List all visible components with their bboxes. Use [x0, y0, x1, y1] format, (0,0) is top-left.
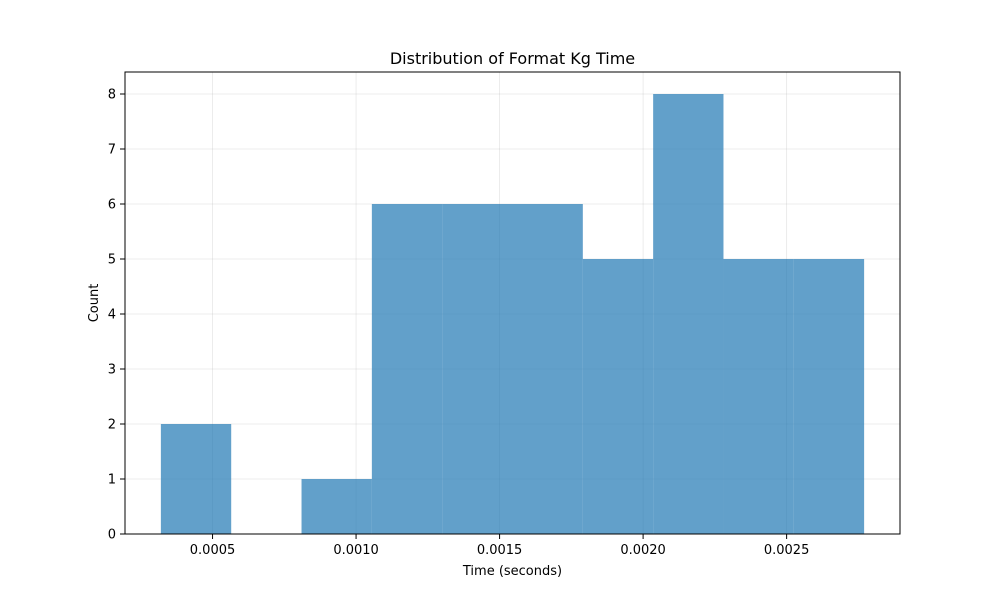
histogram-bar-5	[442, 204, 513, 534]
histogram-bar-1	[160, 424, 232, 534]
y-tick-label: 7	[108, 143, 116, 158]
histogram-bar-10	[793, 259, 865, 534]
y-tick-label: 6	[108, 198, 116, 213]
bars	[160, 94, 865, 534]
x-tick-label: 0.0010	[333, 543, 379, 558]
plot-frame	[124, 71, 901, 535]
y-tick-label: 2	[108, 418, 116, 433]
y-axis-ticks: 0 1 2 3 4 5 6 7 8	[108, 88, 125, 543]
x-axis-ticks: 0.0005 0.0010 0.0015 0.0020 0.0025	[190, 534, 810, 558]
histogram-bar-8	[653, 94, 724, 534]
x-tick-label: 0.0025	[764, 543, 810, 558]
y-tick-label: 4	[108, 308, 116, 323]
histogram-bar-6	[512, 204, 583, 534]
y-axis-label: Count	[87, 284, 102, 323]
x-axis-label: Time (seconds)	[462, 564, 562, 579]
y-tick-label: 0	[108, 528, 116, 543]
histogram-bar-3	[301, 479, 372, 534]
histogram-bar-9	[723, 259, 794, 534]
y-tick-label: 1	[108, 473, 116, 488]
x-tick-label: 0.0015	[477, 543, 523, 558]
histogram-bar-4	[371, 204, 443, 534]
y-tick-label: 3	[108, 363, 116, 378]
y-tick-label: 5	[108, 253, 116, 268]
x-tick-label: 0.0020	[620, 543, 666, 558]
x-tick-label: 0.0005	[190, 543, 236, 558]
histogram-bar-7	[582, 259, 654, 534]
chart-title: Distribution of Format Kg Time	[390, 49, 635, 68]
y-tick-label: 8	[108, 88, 116, 103]
